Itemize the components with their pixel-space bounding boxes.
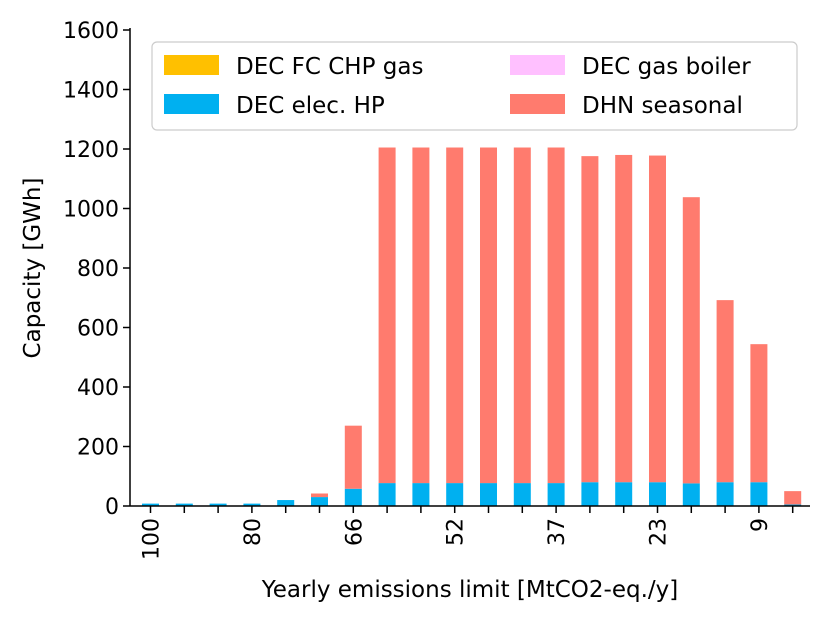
- legend-label-1: DEC elec. HP: [236, 93, 385, 119]
- bar-segment-1-15: [649, 482, 666, 506]
- bar-segment-1-9: [446, 483, 464, 506]
- legend-label-2: DEC gas boiler: [582, 54, 751, 80]
- y-tick-label-5: 1000: [63, 198, 119, 223]
- y-tick-label-4: 800: [77, 257, 119, 282]
- bar-segment-1-4: [277, 500, 295, 506]
- bar-segment-3-19: [784, 491, 802, 505]
- bar-segment-3-5: [311, 493, 328, 498]
- bar-segment-3-16: [682, 197, 700, 484]
- bar-segment-1-10: [480, 483, 497, 506]
- bar-segment-1-12: [547, 483, 565, 506]
- bar-segment-3-14: [615, 154, 633, 483]
- bar-segment-3-9: [446, 147, 464, 484]
- x-tick-label-3: 80: [241, 518, 266, 546]
- x-tick-label-9: 52: [444, 518, 469, 546]
- x-tick-label-6: 66: [342, 518, 367, 546]
- bar-segment-1-1: [175, 503, 193, 506]
- y-tick-label-8: 1600: [63, 19, 119, 44]
- bar-segment-1-8: [412, 483, 430, 506]
- legend-label-0: DEC FC CHP gas: [236, 54, 423, 80]
- y-tick-label-0: 0: [105, 495, 119, 520]
- bar-segment-1-13: [581, 482, 599, 506]
- y-tick-label-2: 400: [77, 376, 119, 401]
- x-tick-label-15: 23: [647, 518, 672, 546]
- bar-segment-3-6: [344, 425, 362, 489]
- bar-segment-1-7: [378, 483, 396, 506]
- x-tick-label-18: 9: [748, 518, 773, 532]
- axes-layer: 0 200 400 600 800 1000 1200 1400 1600 100 80 66 52 37…: [63, 19, 810, 560]
- x-axis-title: Yearly emissions limit [MtCO2-eq./y]: [261, 577, 678, 603]
- bar-segment-3-18: [750, 344, 768, 483]
- bar-segment-1-11: [513, 483, 531, 506]
- y-axis-title: Capacity [GWh]: [20, 178, 46, 359]
- y-tick-label-1: 200: [77, 436, 119, 461]
- bar-segment-1-3: [243, 503, 261, 506]
- x-tick-label-12: 37: [545, 518, 570, 546]
- bar-segment-3-15: [649, 155, 666, 483]
- bar-segment-1-0: [142, 503, 159, 506]
- y-tick-label-7: 1400: [63, 79, 119, 104]
- legend-swatch-1: [164, 94, 219, 114]
- bar-segment-1-5: [311, 497, 328, 506]
- bar-segment-1-2: [209, 503, 227, 506]
- legend-frame: [151, 41, 798, 131]
- legend-swatch-2: [510, 55, 565, 75]
- bar-segment-1-6: [344, 488, 362, 506]
- y-tick-label-3: 600: [77, 317, 119, 342]
- bar-segment-3-8: [412, 147, 430, 484]
- legend: DEC FC CHP gas DEC elec. HP DEC gas boiler…: [151, 41, 798, 131]
- bar-segment-1-16: [682, 483, 700, 506]
- bar-segment-3-12: [547, 147, 565, 484]
- bar-segment-3-10: [480, 147, 497, 484]
- y-tick-label-6: 1200: [63, 138, 119, 163]
- bar-segment-3-7: [378, 147, 396, 484]
- bar-segment-3-13: [581, 156, 599, 483]
- x-tick-label-0: 100: [140, 518, 165, 560]
- legend-label-3: DHN seasonal: [582, 93, 743, 119]
- bar-segment-3-17: [716, 300, 734, 483]
- bars-layer: [142, 147, 802, 506]
- bar-segment-1-18: [750, 482, 768, 506]
- bar-segment-1-17: [716, 482, 734, 506]
- bar-segment-3-11: [513, 147, 531, 484]
- legend-swatch-3: [510, 94, 565, 114]
- legend-swatch-0: [164, 55, 219, 75]
- bar-segment-1-14: [615, 482, 633, 506]
